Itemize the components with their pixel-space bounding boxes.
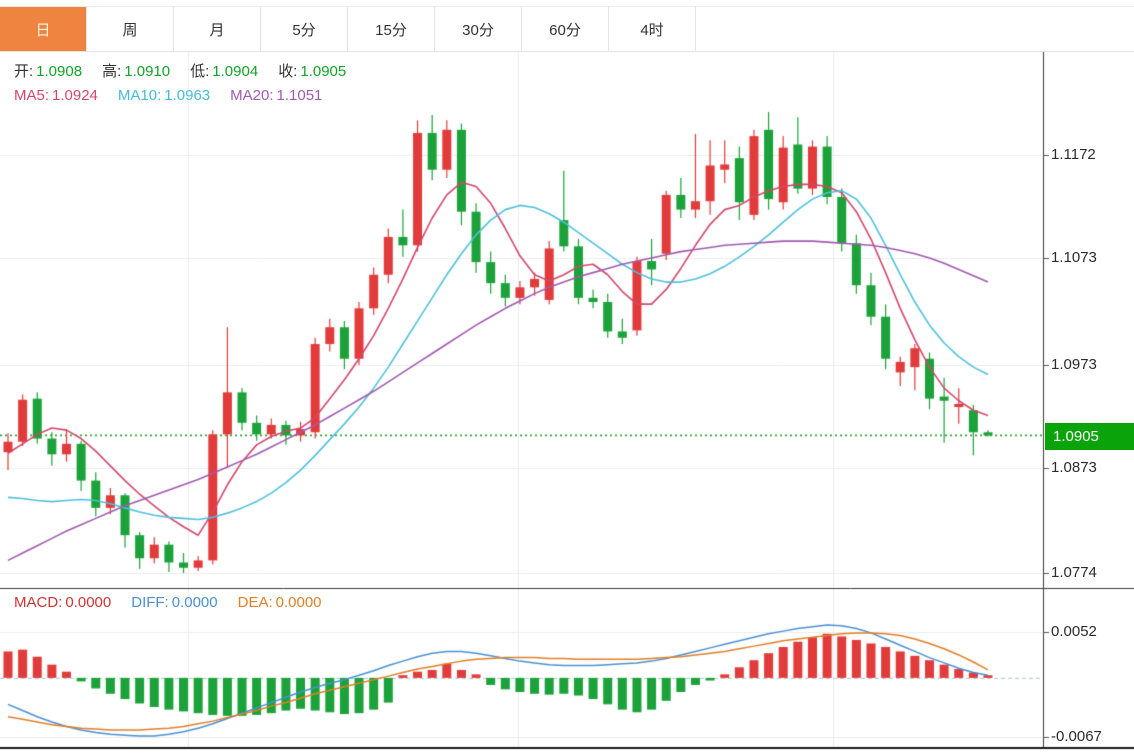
close-readout: 收: 1.0905: [278, 60, 346, 81]
macd-value-readout: MACD: 0.0000: [14, 594, 111, 611]
open-label: 开:: [14, 63, 34, 80]
price-axis-label-4: 1.0873: [1051, 459, 1097, 476]
macd-axis-label-1: 0.0052: [1051, 623, 1097, 640]
ma5-label: MA5:: [14, 87, 50, 104]
dea-value-readout: DEA: 0.0000: [238, 594, 322, 611]
tab-day[interactable]: 日: [0, 7, 87, 51]
low-value: 1.0904: [212, 63, 259, 80]
tab-60min[interactable]: 60分: [522, 7, 609, 51]
diff-value: 0.0000: [171, 594, 218, 611]
tab-label: 60分: [549, 21, 581, 39]
tab-30min[interactable]: 30分: [435, 7, 522, 51]
tab-15min[interactable]: 15分: [348, 7, 435, 51]
high-readout: 高: 1.0910: [102, 60, 170, 81]
ma10-readout: MA10: 1.0963: [118, 87, 210, 104]
ma5-value: 1.0924: [52, 87, 98, 104]
ma-readout: MA5: 1.0924 MA10: 1.0963 MA20: 1.1051: [14, 87, 322, 104]
ma20-label: MA20:: [230, 87, 274, 104]
open-value: 1.0908: [36, 63, 83, 80]
tab-label: 月: [209, 21, 225, 39]
macd-label: MACD:: [14, 594, 63, 611]
macd-readout: MACD: 0.0000 DIFF: 0.0000 DEA: 0.0000: [14, 594, 322, 611]
ohlc-readout: 开: 1.0908 高: 1.0910 低: 1.0904 收: 1.0905: [14, 60, 346, 81]
dea-label: DEA:: [237, 594, 273, 611]
tab-label: 15分: [375, 21, 407, 39]
tab-label: 4时: [640, 21, 664, 39]
dea-value: 0.0000: [275, 594, 322, 611]
tab-label: 30分: [462, 21, 494, 39]
tab-label: 5分: [292, 21, 316, 39]
macd-axis-label-2: -0.0067: [1051, 728, 1102, 745]
price-axis-label-5: 1.0774: [1051, 564, 1097, 581]
price-axis-label-2: 1.1073: [1051, 249, 1097, 266]
tab-week[interactable]: 周: [87, 7, 174, 51]
high-value: 1.0910: [124, 63, 171, 80]
ma5-readout: MA5: 1.0924: [14, 87, 98, 104]
ma10-label: MA10:: [117, 87, 162, 104]
ma20-value: 1.1051: [276, 87, 323, 104]
ma20-readout: MA20: 1.1051: [230, 87, 322, 104]
low-readout: 低: 1.0904: [190, 60, 258, 81]
diff-value-readout: DIFF: 0.0000: [131, 594, 217, 611]
low-label: 低:: [190, 63, 210, 80]
tab-5min[interactable]: 5分: [261, 7, 348, 51]
tab-month[interactable]: 月: [174, 7, 261, 51]
timeframe-tabbar: 日 周 月 5分 15分 30分 60分 4时: [0, 6, 1134, 52]
tab-4hour[interactable]: 4时: [609, 7, 696, 51]
ma10-value: 1.0963: [164, 87, 211, 104]
price-axis-label-3: 1.0973: [1051, 356, 1097, 373]
close-value: 1.0905: [300, 63, 347, 80]
macd-value: 0.0000: [65, 594, 112, 611]
open-readout: 开: 1.0908: [14, 60, 82, 81]
last-price-tag: 1.0905: [1045, 423, 1134, 450]
tab-label: 周: [122, 21, 138, 39]
price-axis-label-1: 1.1172: [1051, 146, 1096, 163]
close-label: 收:: [278, 63, 298, 80]
tab-label: 日: [35, 21, 51, 39]
high-label: 高:: [102, 63, 122, 80]
diff-label: DIFF:: [131, 594, 169, 611]
